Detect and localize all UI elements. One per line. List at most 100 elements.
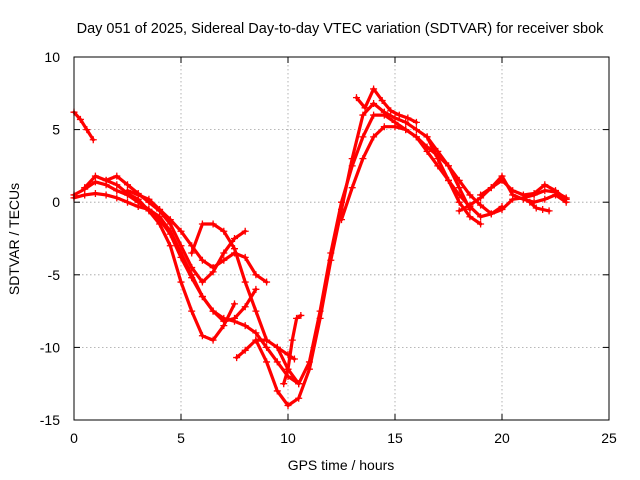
x-tick-labels: 0 5 10 15 20 25 xyxy=(70,430,617,446)
data-point xyxy=(348,184,356,192)
data-point xyxy=(188,249,196,257)
data-point xyxy=(395,111,403,119)
data-point xyxy=(359,133,367,141)
data-point xyxy=(263,336,271,344)
data-point xyxy=(273,358,281,366)
x-tick-label: 25 xyxy=(601,430,617,446)
data-point xyxy=(102,176,110,184)
data-point xyxy=(156,205,164,213)
data-point xyxy=(188,307,196,315)
data-point xyxy=(477,201,485,209)
x-tick-label: 15 xyxy=(387,430,403,446)
data-point xyxy=(124,198,131,206)
data-point xyxy=(498,205,506,213)
y-tick-label: -5 xyxy=(48,267,61,283)
data-point xyxy=(188,274,196,282)
data-point xyxy=(378,97,386,105)
data-point xyxy=(273,387,281,395)
series-line xyxy=(125,189,269,284)
series-arc-6 xyxy=(124,187,271,286)
data-point xyxy=(177,227,185,235)
data-point xyxy=(445,176,452,184)
data-point xyxy=(338,198,345,206)
data-point xyxy=(220,322,228,330)
data-point xyxy=(412,126,420,134)
data-point xyxy=(305,358,313,366)
data-point xyxy=(361,104,369,112)
data-point xyxy=(209,220,217,228)
data-point xyxy=(370,133,378,141)
data-point xyxy=(156,220,164,228)
data-point xyxy=(113,194,121,202)
data-point xyxy=(359,111,367,119)
data-point xyxy=(295,380,303,388)
data-point xyxy=(252,336,260,344)
data-point xyxy=(166,230,174,238)
data-point xyxy=(412,133,420,141)
x-tick-label: 10 xyxy=(280,430,296,446)
data-point xyxy=(434,162,442,170)
data-point xyxy=(477,220,485,228)
data-point xyxy=(455,198,463,206)
data-point xyxy=(177,253,185,261)
data-point xyxy=(359,155,367,163)
data-point xyxy=(466,213,474,221)
data-point xyxy=(231,314,238,322)
data-point xyxy=(263,358,271,366)
data-series xyxy=(70,85,570,409)
data-point xyxy=(487,184,495,192)
data-point xyxy=(220,227,228,235)
y-tick-label: -15 xyxy=(40,412,60,428)
data-point xyxy=(455,184,463,192)
data-point xyxy=(352,94,360,102)
data-point xyxy=(83,126,91,134)
data-point xyxy=(89,136,97,144)
data-point xyxy=(455,207,463,215)
data-point xyxy=(91,189,99,197)
data-point xyxy=(290,355,298,363)
data-point xyxy=(288,336,296,344)
x-tick-label: 5 xyxy=(177,430,185,446)
y-tick-label: 5 xyxy=(52,122,60,138)
series-arc-4 xyxy=(81,172,238,344)
y-tick-label: -10 xyxy=(40,339,60,355)
data-point xyxy=(297,311,305,319)
data-point xyxy=(316,307,324,315)
series-line xyxy=(72,110,95,142)
data-point xyxy=(91,172,99,180)
data-point xyxy=(348,162,356,170)
data-point xyxy=(327,249,335,257)
data-point xyxy=(198,220,206,228)
y-tick-label: 0 xyxy=(52,194,60,210)
data-point xyxy=(526,198,534,206)
data-point xyxy=(241,253,249,261)
series-arc-7 xyxy=(188,220,271,344)
data-point xyxy=(370,85,378,93)
data-point xyxy=(280,380,288,388)
data-point xyxy=(391,123,399,131)
data-point xyxy=(293,314,301,322)
data-point xyxy=(124,187,131,195)
data-point xyxy=(220,249,228,257)
series-arc-11 xyxy=(280,311,305,388)
data-point xyxy=(552,187,559,195)
data-point xyxy=(434,147,442,155)
series-arc-16 xyxy=(526,198,553,215)
data-point xyxy=(477,213,485,221)
data-point xyxy=(198,332,206,340)
data-point xyxy=(487,210,495,218)
data-point xyxy=(370,99,378,107)
data-point xyxy=(102,191,110,199)
data-point xyxy=(466,201,474,209)
data-point xyxy=(466,191,474,199)
plot-frame xyxy=(73,56,610,421)
series-line xyxy=(254,101,483,408)
data-point xyxy=(263,343,271,351)
data-point xyxy=(113,172,121,180)
data-point xyxy=(545,207,553,215)
data-point xyxy=(263,278,271,286)
data-point xyxy=(134,191,142,199)
data-point xyxy=(241,278,249,286)
data-point xyxy=(177,242,185,250)
